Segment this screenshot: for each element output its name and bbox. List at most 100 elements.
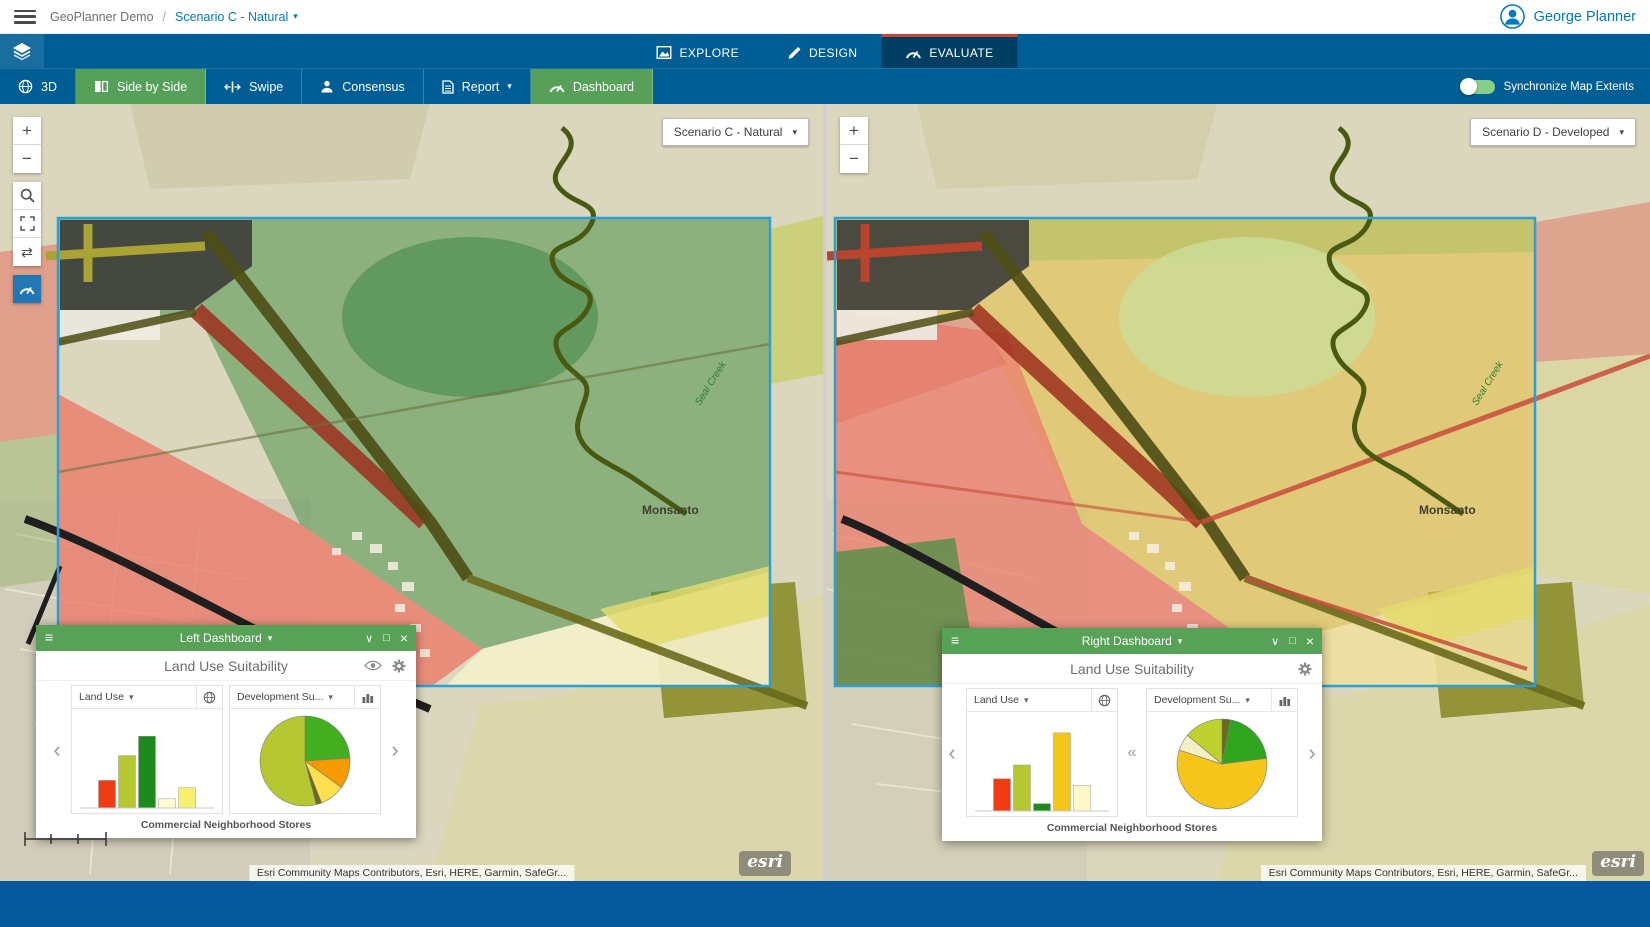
dashboard-tool-button[interactable] <box>13 275 41 303</box>
land-use-widget: Land Use ▾ <box>966 688 1118 817</box>
globe-icon <box>18 79 33 94</box>
tab-explore[interactable]: EXPLORE <box>632 34 763 68</box>
right-dashboard-subheader: Land Use Suitability <box>942 654 1322 684</box>
carousel-next-arrow[interactable]: › <box>387 739 403 761</box>
layers-icon[interactable] <box>0 34 44 68</box>
app-title: GeoPlanner Demo <box>50 10 154 24</box>
consensus-icon <box>320 80 334 93</box>
scenario-breadcrumb-label: Scenario C - Natural <box>175 10 288 24</box>
right-dashboard-title-label: Right Dashboard <box>1082 634 1172 648</box>
left-dashboard-window: ≡ Left Dashboard ▾ ∨ □ × Land Use Suitab… <box>36 625 416 838</box>
development-suitability-widget: Development Su... ▾ <box>229 685 381 814</box>
side-by-side-button[interactable]: Side by Side <box>76 69 206 104</box>
chevron-down-icon: ▾ <box>293 12 298 21</box>
collapse-icon[interactable]: ∨ <box>365 632 373 645</box>
left-dashboard-title[interactable]: Left Dashboard ▾ <box>180 631 273 645</box>
menu-icon[interactable] <box>14 10 36 24</box>
evaluate-toolbar: 3D Side by Side Swipe Consensus Report ▾… <box>0 68 1650 104</box>
right-dashboard-widgets: ‹ Land Use ▾ « Development Su... <box>942 684 1322 819</box>
dashboard-button[interactable]: Dashboard <box>531 69 653 104</box>
zoom-out-button[interactable]: − <box>13 145 41 173</box>
maximize-icon[interactable]: □ <box>383 632 390 644</box>
left-dashboard-widgets: ‹ Land Use ▾ Development Su... ▾ <box>36 681 416 816</box>
chevron-down-icon: ▾ <box>268 634 273 643</box>
sync-toggle[interactable] <box>1461 80 1495 94</box>
bar-chart-icon[interactable] <box>354 686 380 708</box>
left-dashboard-titlebar[interactable]: ≡ Left Dashboard ▾ ∨ □ × <box>36 625 416 651</box>
zoom-in-button[interactable]: + <box>840 117 868 145</box>
breadcrumb-separator: / <box>163 10 166 24</box>
swipe-button[interactable]: Swipe <box>206 69 302 104</box>
explore-map-icon <box>656 46 671 59</box>
report-button[interactable]: Report ▾ <box>424 69 531 104</box>
consensus-label: Consensus <box>342 80 405 94</box>
chevron-down-icon: ▾ <box>1178 637 1183 646</box>
chevron-down-icon: ▾ <box>129 693 134 702</box>
full-extent-button[interactable] <box>13 210 41 238</box>
chevron-down-icon: ▾ <box>1619 128 1624 137</box>
zoom-out-button[interactable]: − <box>840 145 868 173</box>
collapse-icon[interactable]: ∨ <box>1271 635 1279 648</box>
land-use-widget-header[interactable]: Land Use ▾ <box>967 689 1117 712</box>
user-menu[interactable]: George Planner <box>1500 4 1636 29</box>
zoom-in-button[interactable]: + <box>13 117 41 145</box>
dashboard-menu-icon[interactable]: ≡ <box>45 629 53 645</box>
carousel-next-arrow[interactable]: › <box>1304 742 1320 764</box>
chevron-down-icon: ▾ <box>328 693 333 702</box>
globe-icon[interactable] <box>196 686 222 708</box>
gear-icon[interactable] <box>1298 662 1312 676</box>
chart-caption: Commercial Neighborhood Stores <box>942 819 1322 841</box>
development-widget-header[interactable]: Development Su... ▾ <box>1147 689 1297 712</box>
gear-icon[interactable] <box>392 659 406 673</box>
tab-explore-label: EXPLORE <box>679 46 739 60</box>
bottom-bar <box>0 881 1650 927</box>
close-icon[interactable]: × <box>400 630 408 646</box>
right-dashboard-title[interactable]: Right Dashboard ▾ <box>1082 634 1183 648</box>
development-widget-header[interactable]: Development Su... ▾ <box>230 686 380 709</box>
swap-maps-button[interactable]: ⇄ <box>13 238 41 266</box>
carousel-prev-arrow[interactable]: ‹ <box>49 739 65 761</box>
chevron-down-icon: ▾ <box>1024 696 1029 705</box>
breadcrumb: GeoPlanner Demo / Scenario C - Natural ▾ <box>50 10 298 24</box>
land-use-bar-chart[interactable] <box>967 712 1117 816</box>
development-widget-label: Development Su... <box>1154 694 1240 706</box>
scenario-selector-right[interactable]: Scenario D - Developed ▾ <box>1470 118 1636 146</box>
side-by-side-label: Side by Side <box>117 80 187 94</box>
sync-extents-control: Synchronize Map Extents <box>1445 69 1650 104</box>
carousel-collapse-arrow[interactable]: « <box>1124 745 1140 761</box>
development-pie-chart[interactable] <box>230 709 380 813</box>
town-label: Monsanto <box>1419 503 1476 517</box>
development-pie-chart[interactable] <box>1147 712 1297 816</box>
dashboard-label: Dashboard <box>573 80 634 94</box>
visibility-eye-icon[interactable] <box>364 660 382 671</box>
scenario-breadcrumb[interactable]: Scenario C - Natural ▾ <box>175 10 298 24</box>
land-use-widget-header[interactable]: Land Use ▾ <box>72 686 222 709</box>
3d-button[interactable]: 3D <box>0 69 76 104</box>
user-name: George Planner <box>1534 9 1636 25</box>
close-icon[interactable]: × <box>1306 633 1314 649</box>
search-button[interactable] <box>13 182 41 210</box>
tab-design[interactable]: DESIGN <box>763 34 881 68</box>
scenario-selector-right-label: Scenario D - Developed <box>1482 125 1609 139</box>
scale-bar <box>20 828 112 855</box>
consensus-button[interactable]: Consensus <box>302 69 424 104</box>
land-use-bar-chart[interactable] <box>72 709 222 813</box>
scenario-selector-left[interactable]: Scenario C - Natural ▾ <box>662 118 809 146</box>
tab-evaluate[interactable]: EVALUATE <box>881 34 1017 68</box>
maximize-icon[interactable]: □ <box>1289 635 1296 647</box>
map-controls-left: + − ⇄ <box>13 117 41 303</box>
chevron-down-icon: ▾ <box>1245 696 1250 705</box>
dashboard-gauge-icon <box>549 81 565 93</box>
right-dashboard-titlebar[interactable]: ≡ Right Dashboard ▾ ∨ □ × <box>942 628 1322 654</box>
bar-chart-icon[interactable] <box>1271 689 1297 711</box>
dashboard-menu-icon[interactable]: ≡ <box>951 632 959 648</box>
map-controls-right: + − <box>840 117 868 173</box>
carousel-prev-arrow[interactable]: ‹ <box>944 742 960 764</box>
map-panel-left: Monsanto Seal Creek + − ⇄ <box>0 104 823 881</box>
globe-icon[interactable] <box>1091 689 1117 711</box>
pencil-icon <box>787 46 801 60</box>
nav-tabs: EXPLORE DESIGN EVALUATE <box>632 34 1017 68</box>
esri-logo: esri <box>739 851 791 876</box>
gauge-icon <box>905 47 921 59</box>
town-label: Monsanto <box>642 503 699 517</box>
